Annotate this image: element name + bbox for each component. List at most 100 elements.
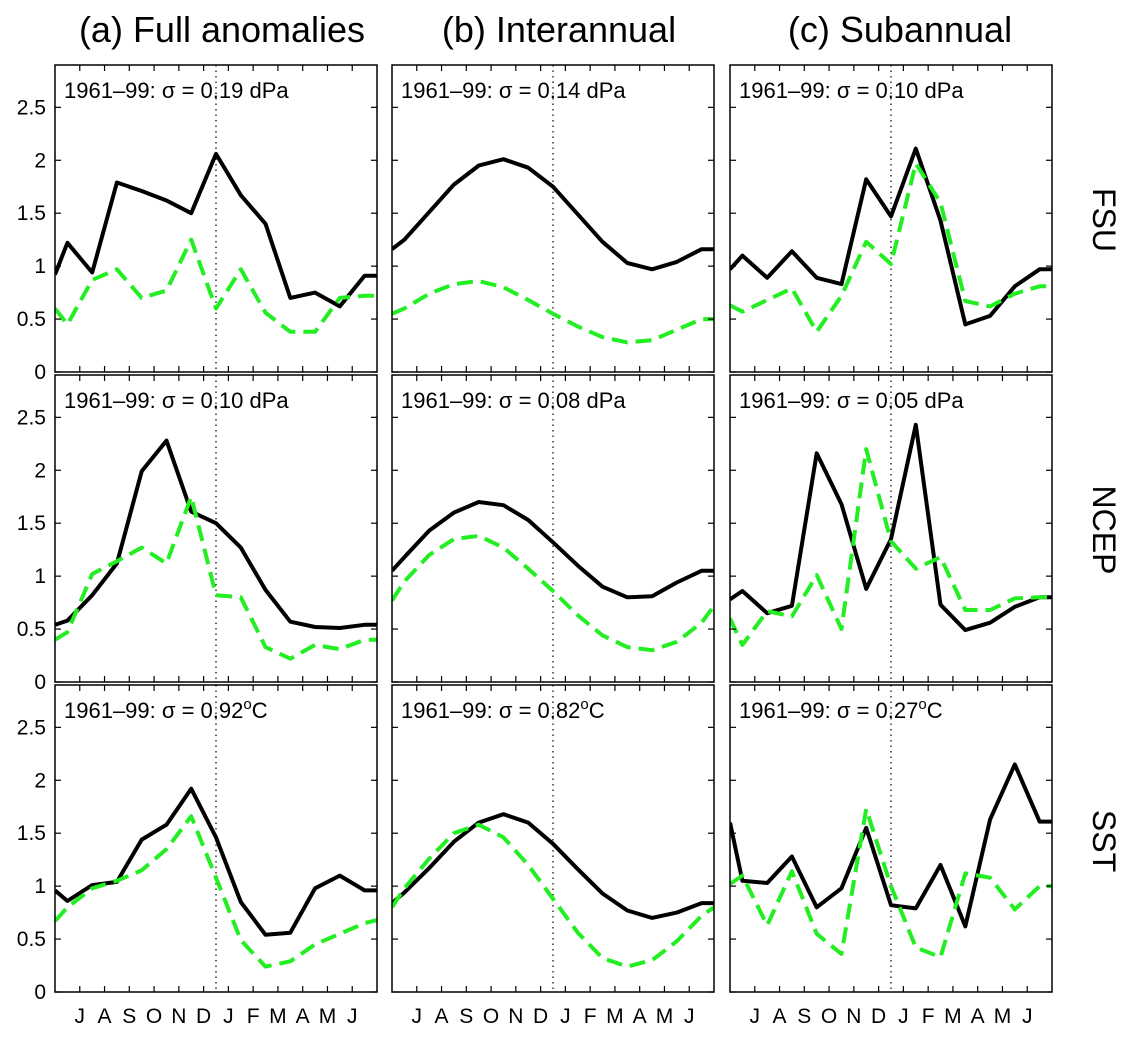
x-tick-label: D [533, 1005, 548, 1028]
x-tick-label: O [146, 1005, 162, 1028]
series-line-solid [392, 500, 714, 600]
column-titles: (a) Full anomalies (b) Interannual (c) S… [79, 9, 1012, 50]
y-tick-label: 2 [34, 149, 46, 172]
y-tick-label: 2.5 [17, 716, 46, 739]
x-tick-label: D [196, 1005, 211, 1028]
x-tick-label: J [223, 1005, 234, 1028]
x-tick-label: F [247, 1005, 260, 1028]
column-title-a: (a) Full anomalies [79, 9, 365, 50]
series-line-dashed [730, 161, 1052, 334]
y-tick-label: 0.5 [17, 308, 46, 331]
row-label-fsu: FSU [1086, 188, 1122, 252]
y-tick-label: 1 [34, 565, 46, 588]
x-tick-label: A [296, 1005, 310, 1028]
x-tick-label: A [98, 1005, 112, 1028]
x-tick-label: M [269, 1005, 287, 1028]
x-tick-label: F [584, 1005, 597, 1028]
row-labels: FSU NCEP SST [1086, 188, 1122, 872]
x-tick-label: S [797, 1005, 811, 1028]
x-tick-label: M [656, 1005, 674, 1028]
panel-annotation: 1961–99: σ = 0.19 dPa [64, 78, 289, 103]
x-tick-label: N [171, 1005, 186, 1028]
series-line-solid [730, 146, 1052, 327]
series-line-dashed [55, 494, 377, 661]
x-tick-label: O [821, 1005, 837, 1028]
x-tick-label: A [633, 1005, 647, 1028]
panel-annotation: 1961–99: σ = 0.82oC [401, 696, 605, 723]
panel-ncep-b: 1961–99: σ = 0.08 dPa [391, 374, 715, 683]
series-line-solid [55, 438, 377, 630]
panel-annotation: 1961–99: σ = 0.27oC [739, 696, 943, 723]
y-tick-label: 0 [34, 361, 46, 384]
series-line-solid [55, 151, 377, 309]
x-tick-label: O [483, 1005, 499, 1028]
x-tick-label: A [773, 1005, 787, 1028]
x-tick-label: S [122, 1005, 136, 1028]
y-tick-label: 1.5 [17, 512, 46, 535]
row-label-sst: SST [1086, 810, 1122, 872]
series-line-dashed [730, 806, 1052, 960]
panel-frame [391, 374, 715, 683]
x-tick-label: M [606, 1005, 624, 1028]
x-tick-label: J [750, 1005, 761, 1028]
panel-frame [391, 64, 715, 373]
x-tick-label: J [684, 1005, 695, 1028]
y-tick-label: 2 [34, 459, 46, 482]
panel-ncep-a: 0 0.5 1 1.5 2 2.5 1961–99: σ = 0.10 dPa [17, 374, 378, 694]
y-tick-label: 0 [34, 981, 46, 1004]
series-line-dashed [730, 447, 1052, 647]
panels: 0 0.5 1 1.5 2 2.5 1961–99: σ = 0.19 dPa 1961–99… [17, 64, 1053, 1028]
x-tick-label: M [319, 1005, 337, 1028]
series-line-dashed [392, 533, 714, 653]
panel-frame [729, 684, 1053, 993]
panel-fsu-b: 1961–99: σ = 0.14 dPa [391, 64, 715, 373]
y-tick-label: 0.5 [17, 928, 46, 951]
x-tick-label: S [459, 1005, 473, 1028]
panel-fsu-a: 0 0.5 1 1.5 2 2.5 1961–99: σ = 0.19 dPa [17, 64, 378, 384]
y-tick-label: 1.5 [17, 822, 46, 845]
panel-annotation: 1961–99: σ = 0.10 dPa [64, 388, 289, 413]
y-tick-label: 0.5 [17, 618, 46, 641]
panel-fsu-c: 1961–99: σ = 0.10 dPa [729, 64, 1053, 373]
x-tick-label: J [560, 1005, 571, 1028]
panel-annotation: 1961–99: σ = 0.05 dPa [739, 388, 964, 413]
series-line-dashed [55, 237, 377, 334]
series-line-solid [730, 422, 1052, 633]
column-title-b: (b) Interannual [442, 9, 676, 50]
x-tick-label: J [898, 1005, 909, 1028]
column-title-c: (c) Subannual [788, 9, 1012, 50]
panel-annotation: 1961–99: σ = 0.10 dPa [739, 78, 964, 103]
y-tick-label: 1 [34, 255, 46, 278]
panel-frame [54, 684, 378, 993]
series-line-dashed [392, 822, 714, 969]
panel-frame [54, 374, 378, 683]
y-tick-label: 2.5 [17, 96, 46, 119]
x-tick-label: M [994, 1005, 1012, 1028]
series-line-solid [730, 762, 1052, 929]
y-tick-label: 2.5 [17, 406, 46, 429]
y-tick-label: 2 [34, 769, 46, 792]
row-label-ncep: NCEP [1086, 486, 1122, 575]
panel-annotation: 1961–99: σ = 0.92oC [64, 696, 268, 723]
x-tick-label: J [1022, 1005, 1033, 1028]
x-tick-label: J [347, 1005, 358, 1028]
panel-frame [54, 64, 378, 373]
panel-frame [391, 684, 715, 993]
series-line-solid [392, 157, 714, 272]
x-tick-label: A [435, 1005, 449, 1028]
series-line-dashed [392, 279, 714, 345]
panel-frame [729, 374, 1053, 683]
x-tick-label: J [75, 1005, 86, 1028]
panel-annotation: 1961–99: σ = 0.08 dPa [401, 388, 626, 413]
x-tick-label: N [846, 1005, 861, 1028]
y-tick-label: 0 [34, 671, 46, 694]
x-tick-label: J [412, 1005, 423, 1028]
series-line-solid [392, 812, 714, 920]
x-tick-label: F [922, 1005, 935, 1028]
panel-ncep-c: 1961–99: σ = 0.05 dPa [729, 374, 1053, 683]
panel-annotation: 1961–99: σ = 0.14 dPa [401, 78, 626, 103]
